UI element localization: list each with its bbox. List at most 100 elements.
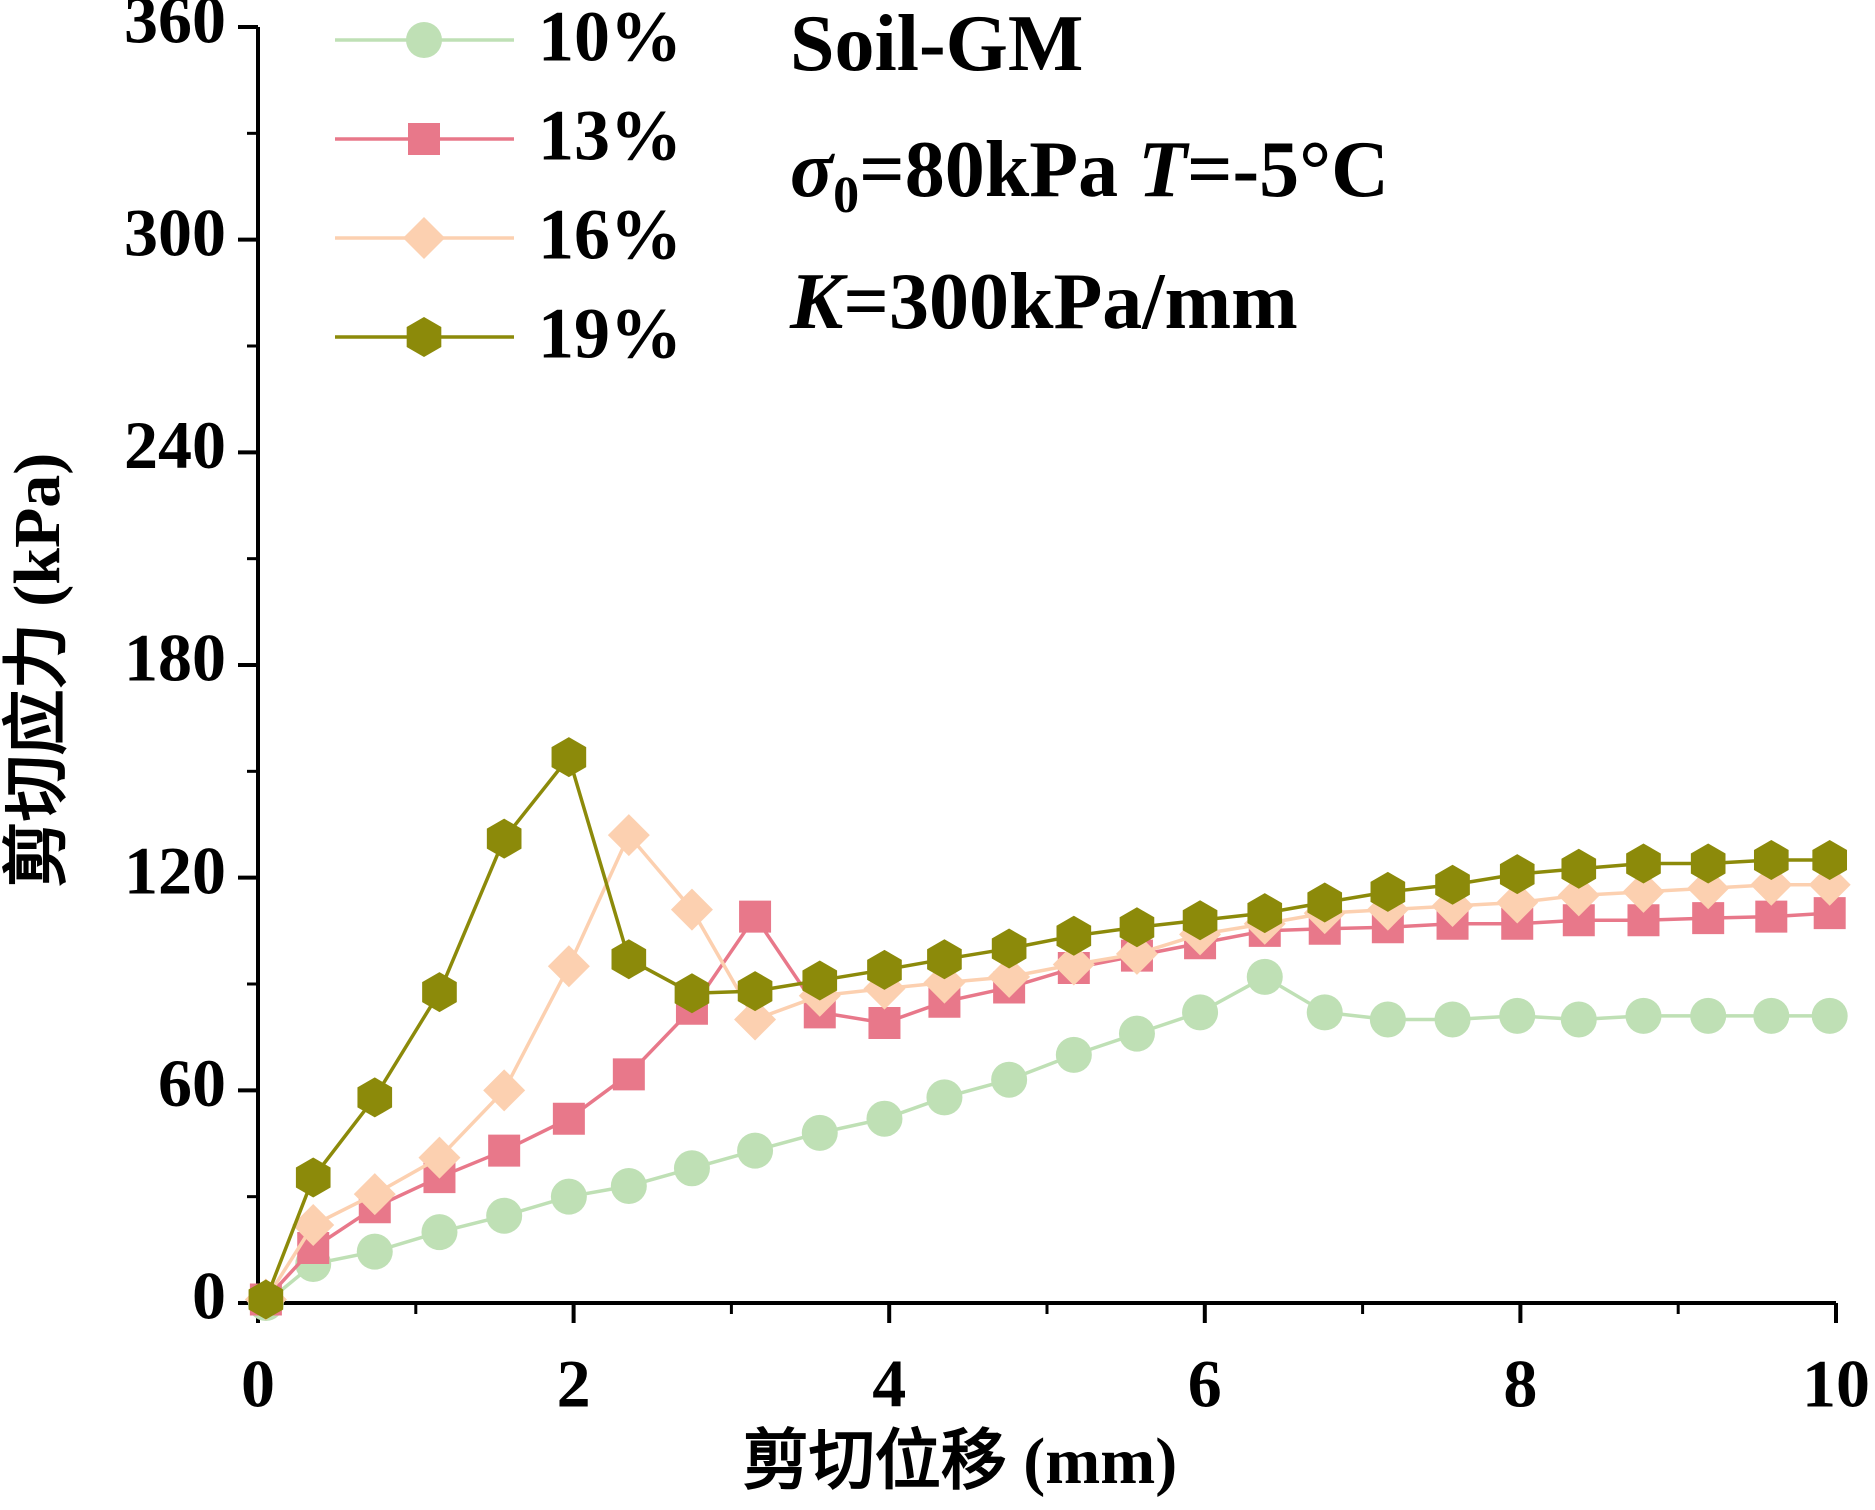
marker [1247,893,1283,934]
marker [1755,900,1788,933]
legend-label: 10% [538,0,682,77]
marker [1119,907,1155,948]
marker [1115,932,1158,975]
marker [483,1069,526,1112]
marker [1562,904,1595,937]
x-tick-label: 6 [1188,1346,1222,1422]
marker [1750,863,1793,906]
marker [1501,907,1534,940]
annotation: K=300kPa/mm [789,258,1298,346]
marker [408,123,440,155]
marker [737,971,773,1012]
marker [292,1204,335,1247]
marker [1499,854,1535,895]
annotation-part: 0 [833,167,859,224]
marker [1692,902,1725,935]
marker [1182,994,1219,1031]
marker [674,973,710,1014]
marker [1118,1015,1155,1052]
marker [802,960,838,1001]
y-tick-label: 0 [192,1258,226,1334]
marker [867,949,902,990]
x-axis-title: 剪切位移 (mm) [743,1425,1177,1498]
marker [1808,863,1851,906]
marker [739,900,772,933]
marker [550,1178,587,1215]
marker [1434,1001,1471,1038]
marker [1625,997,1662,1034]
marker [611,939,647,980]
marker [673,1150,710,1187]
marker [403,217,445,259]
marker [927,939,962,980]
marker [1561,848,1597,889]
marker [1812,839,1848,880]
marker [357,1077,393,1118]
y-tick-label: 120 [124,832,226,908]
annotation: σ0=80kPa T=-5°C [790,126,1389,224]
marker [1370,871,1406,912]
legend-label: 19% [538,294,682,374]
marker [1687,867,1730,910]
marker [1246,958,1283,995]
marker [353,1173,396,1216]
marker [1753,997,1790,1034]
marker [418,1136,461,1179]
marker [734,998,777,1041]
marker [552,1102,585,1135]
marker [737,1132,774,1169]
annotation-part: =300kPa/mm [843,258,1297,346]
y-tick-label: 360 [124,0,226,58]
marker [1627,904,1660,937]
x-tick-label: 8 [1503,1346,1537,1422]
marker [670,888,713,931]
marker [1307,882,1343,923]
marker [551,737,587,778]
legend-label: 16% [538,195,682,275]
y-axis-title: 剪切应力 (kPa) [1,453,74,887]
marker [486,818,522,859]
marker [406,22,442,58]
annotation-part: =80kPa [859,126,1138,214]
marker [248,1279,284,1320]
marker [1690,843,1726,884]
legend-label: 13% [538,96,682,176]
marker [1622,870,1665,913]
x-tick-label: 10 [1802,1346,1870,1422]
annotation-part: σ [790,126,835,214]
marker [612,1058,645,1091]
marker [295,1157,331,1198]
x-tick-label: 4 [872,1346,906,1422]
x-tick-label: 0 [241,1346,275,1422]
marker [610,1168,647,1205]
y-tick-label: 240 [124,407,226,483]
marker [406,317,442,357]
marker [356,1233,393,1270]
marker [1690,997,1727,1034]
marker [866,1100,903,1137]
marker [1811,997,1848,1034]
marker [926,1079,963,1116]
marker [1055,1036,1092,1073]
marker [486,1197,523,1234]
y-tick-label: 60 [158,1045,226,1121]
annotation-part: Soil-GM [790,0,1083,88]
annotation-part: K [789,258,848,346]
marker [1496,881,1539,924]
marker [991,928,1027,969]
marker [1052,943,1095,986]
marker [421,1214,458,1251]
y-tick-label: 180 [124,620,226,696]
marker [1753,839,1789,880]
y-tick-label: 300 [124,194,226,270]
marker [1306,994,1343,1031]
marker [607,814,650,857]
marker [422,972,457,1013]
marker [1499,997,1536,1034]
annotation-part: =-5°C [1187,126,1389,214]
marker [868,1006,901,1039]
marker [1056,915,1092,956]
marker [1813,897,1846,930]
marker [1557,874,1600,917]
